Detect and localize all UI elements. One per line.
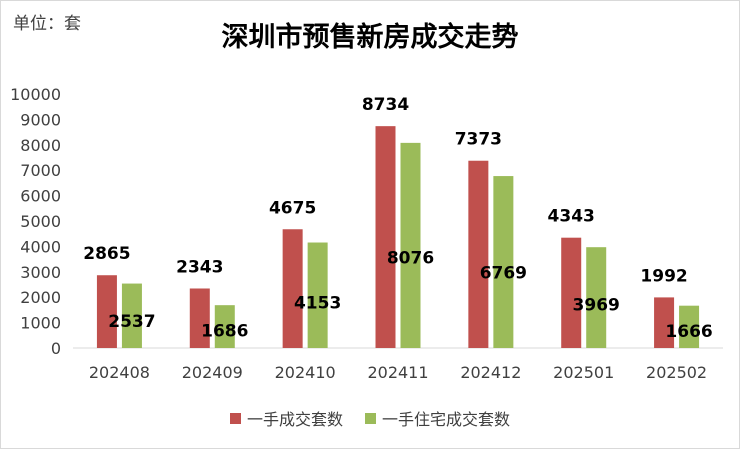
bar-series-2: [214, 305, 235, 348]
data-label-series-2: 2537: [108, 312, 155, 332]
data-label-series-2: 8076: [387, 249, 434, 269]
x-tick-label: 202409: [182, 363, 243, 382]
bar-series-1: [96, 275, 117, 348]
bar-series-1: [189, 288, 210, 348]
y-tick-label: 2000: [20, 288, 61, 307]
y-tick-label: 10000: [10, 85, 61, 104]
x-tick-label: 202412: [460, 363, 521, 382]
chart-title: 深圳市预售新房成交走势: [221, 22, 519, 53]
bar-series-2: [121, 283, 142, 348]
x-tick-label: 202502: [646, 363, 707, 382]
legend-item-series-1: 一手成交套数: [229, 406, 343, 430]
data-label-series-2: 3969: [573, 296, 620, 316]
x-tick-label: 202408: [89, 363, 150, 382]
data-label-series-2: 4153: [294, 294, 341, 314]
data-label-series-1: 4675: [269, 198, 316, 218]
y-tick-label: 7000: [20, 161, 61, 180]
bar-series-2: [493, 176, 514, 348]
bar-series-1: [561, 237, 582, 348]
data-label-series-1: 4343: [548, 207, 595, 227]
y-tick-label: 9000: [20, 110, 61, 129]
data-label-series-1: 2865: [83, 244, 130, 264]
x-tick-label: 202410: [275, 363, 336, 382]
legend-swatch-series-2: [365, 412, 376, 424]
unit-label: 单位：套: [13, 14, 81, 34]
data-label-series-1: 7373: [455, 130, 502, 150]
legend-label-series-1: 一手成交套数: [246, 410, 343, 429]
bar-series-2: [679, 305, 700, 348]
legend-label-series-2: 一手住宅成交套数: [382, 410, 511, 429]
bar-series-2: [400, 142, 421, 348]
bar-series-1: [282, 229, 303, 348]
bar-series-2: [307, 242, 328, 348]
bar-series-1: [654, 297, 675, 348]
legend-swatch-series-1: [229, 412, 241, 424]
bar-series-2: [586, 247, 607, 348]
y-tick-label: 8000: [20, 136, 61, 155]
y-tick-label: 4000: [20, 237, 61, 256]
bar-series-1: [468, 160, 489, 348]
data-label-series-2: 1666: [665, 322, 712, 342]
y-tick-label: 1000: [20, 314, 61, 333]
y-tick-label: 5000: [20, 212, 61, 231]
legend-item-series-2: 一手住宅成交套数: [365, 406, 510, 430]
bar-series-1: [375, 126, 396, 348]
data-label-series-1: 8734: [362, 95, 409, 115]
y-tick-label: 3000: [20, 263, 61, 282]
data-label-series-1: 2343: [176, 257, 223, 277]
y-tick-label: 6000: [20, 187, 61, 206]
x-tick-label: 202411: [367, 363, 428, 382]
y-tick-label: 0: [51, 339, 61, 358]
data-label-series-1: 1992: [640, 266, 687, 286]
legend: 一手成交套数 一手住宅成交套数: [1, 406, 739, 430]
data-label-series-2: 6769: [480, 264, 527, 284]
x-tick-label: 202501: [553, 363, 614, 382]
data-label-series-2: 1686: [201, 322, 248, 342]
